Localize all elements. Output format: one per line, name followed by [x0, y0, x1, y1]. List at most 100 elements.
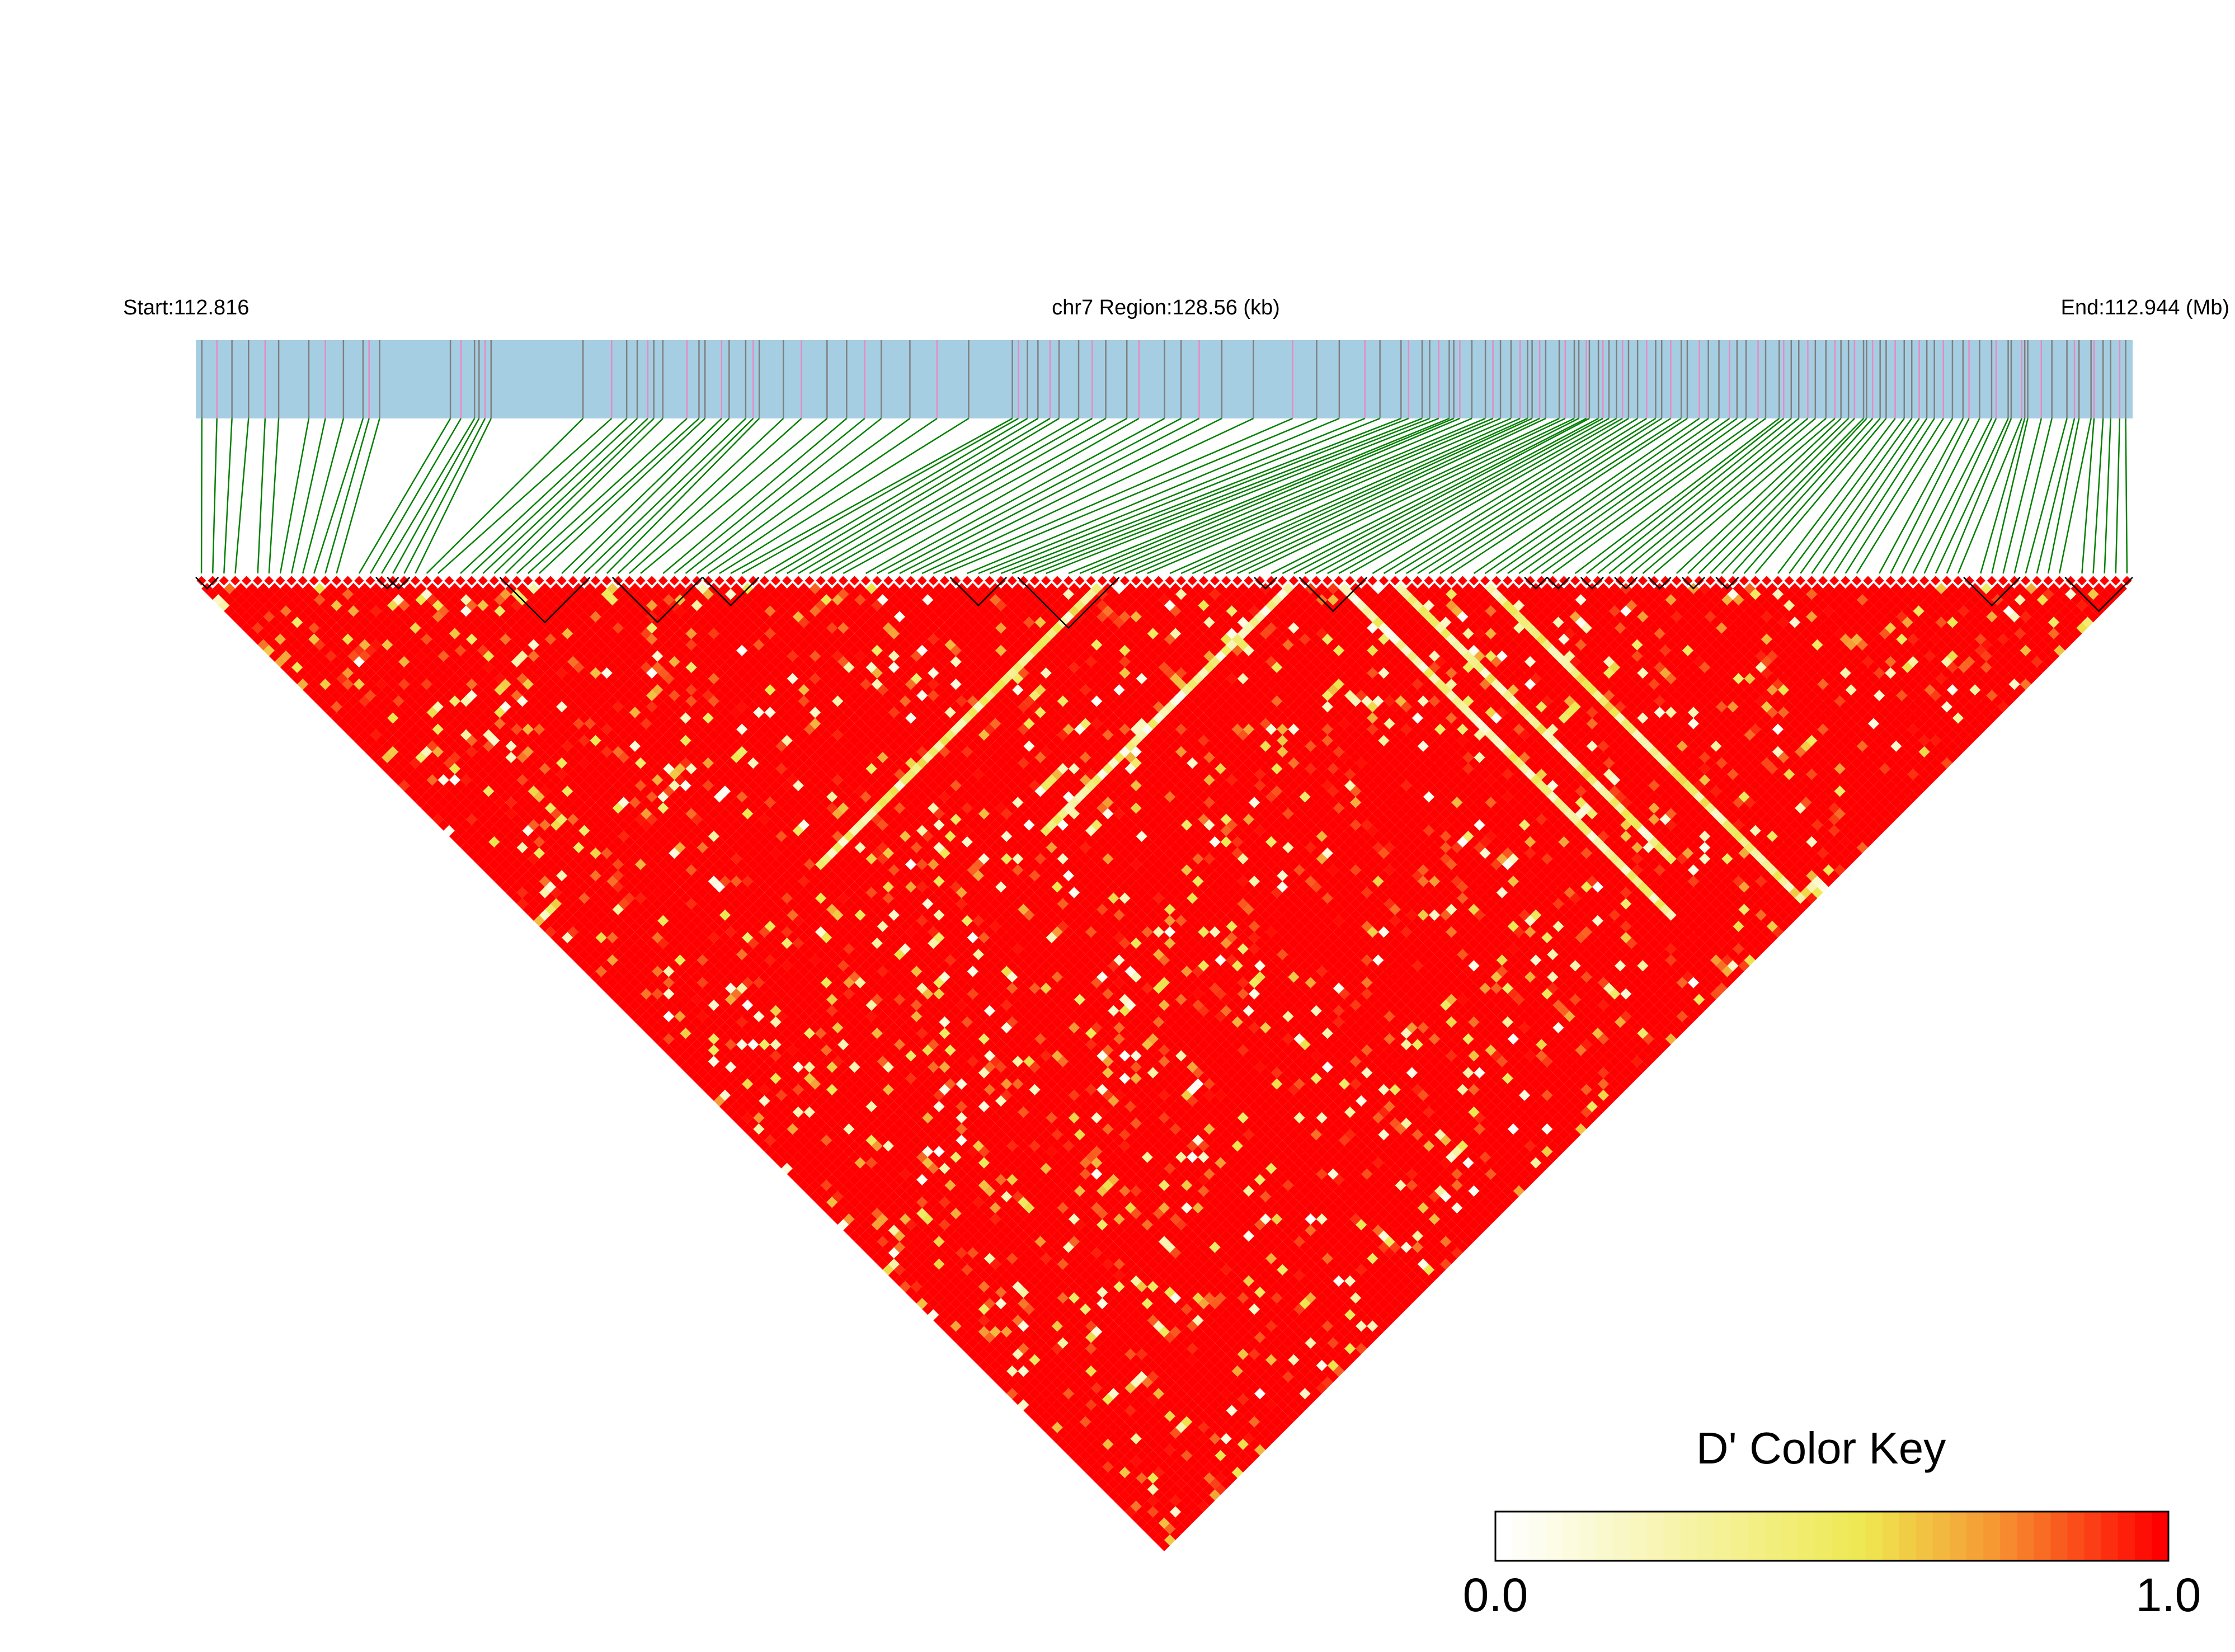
- ld-cell: [1062, 1444, 1074, 1456]
- ld-heatmap: [196, 576, 2132, 1551]
- ld-cell: [353, 735, 365, 746]
- snp-connector: [302, 418, 345, 574]
- snp-connector: [403, 418, 486, 574]
- snp-connector: [899, 417, 1200, 575]
- snp-connector: [1226, 417, 1560, 575]
- snp-connector: [1215, 417, 1546, 575]
- ld-cell: [641, 1010, 652, 1022]
- snp-connector: [798, 417, 1060, 575]
- ld-cell: [291, 661, 303, 674]
- snp-connector: [1192, 417, 1533, 575]
- ld-cell: [882, 1241, 894, 1253]
- snp-connector: [831, 417, 1107, 575]
- snp-connector: [730, 417, 1013, 575]
- ld-cell: [641, 999, 652, 1011]
- snp-connector: [313, 418, 364, 574]
- snp-connector: [471, 418, 638, 574]
- end-label: End:112.944 (Mb): [2061, 296, 2229, 319]
- ld-cell: [882, 1264, 894, 1276]
- ld-cell: [213, 594, 224, 606]
- snp-connector: [561, 418, 722, 574]
- snp-connector: [1732, 418, 1874, 574]
- snp-connector: [1957, 418, 2022, 574]
- snp-connector: [1620, 418, 1809, 574]
- ld-cell: [505, 864, 517, 876]
- snp-connector: [516, 418, 688, 574]
- snp-connector: [1653, 418, 1836, 574]
- snp-connector: [1113, 417, 1486, 575]
- ld-cell: [764, 1146, 776, 1157]
- snp-connector: [2002, 418, 2043, 574]
- ld-cell: [257, 628, 269, 639]
- snp-connector: [1338, 417, 1617, 575]
- ld-cell: [944, 1326, 956, 1338]
- snp-connector: [223, 418, 233, 574]
- snp-connector: [1282, 417, 1587, 575]
- snp-connector: [290, 418, 326, 574]
- ld-cell: [702, 1084, 714, 1095]
- snp-connector: [1169, 417, 1521, 575]
- ld-cell: [224, 605, 236, 617]
- snp-connector: [572, 418, 730, 574]
- snp-connector: [787, 417, 1051, 575]
- snp-connector: [2036, 418, 2076, 574]
- snp-connector: [2104, 418, 2111, 574]
- ld-cell: [1124, 1506, 1136, 1518]
- snp-connector: [1698, 418, 1855, 574]
- snp-connector: [200, 418, 203, 574]
- ld-cell: [764, 1123, 776, 1135]
- ld-cell: [533, 892, 545, 904]
- snp-connector: [1034, 417, 1430, 575]
- snp-connector: [764, 417, 1028, 575]
- snp-connector: [279, 418, 310, 574]
- start-label: Start:112.816: [123, 296, 249, 319]
- snp-connector: [1710, 418, 1864, 574]
- snp-ticks: [201, 340, 2126, 418]
- snp-connector: [1800, 418, 1913, 574]
- ld-cell: [325, 707, 337, 718]
- snp-connector: [257, 418, 266, 574]
- snp-connector: [1000, 417, 1401, 575]
- snp-connector: [1102, 417, 1472, 575]
- snp-connector: [1901, 418, 1980, 574]
- snp-connector: [234, 418, 250, 574]
- snp-connector: [584, 418, 746, 574]
- ld-cell: [702, 1072, 714, 1084]
- snp-connector: [1687, 418, 1849, 574]
- snp-connector: [1923, 418, 1997, 574]
- snp-connector: [1721, 418, 1867, 574]
- snp-connector: [392, 418, 480, 574]
- ld-cell: [578, 949, 590, 961]
- snp-connector: [1203, 417, 1540, 575]
- ld-cell: [241, 611, 252, 623]
- snp-connector: [708, 417, 938, 575]
- ld-cell: [1006, 1388, 1018, 1400]
- ld-cell: [821, 1190, 832, 1203]
- snp-connector: [865, 417, 1140, 575]
- snp-connector: [1180, 417, 1528, 575]
- snp-connector: [1552, 417, 1766, 575]
- snp-connector: [426, 418, 584, 574]
- ld-cell: [415, 774, 427, 786]
- snp-connector: [324, 418, 370, 574]
- snp-connector: [460, 418, 628, 574]
- ld-cell: [882, 1253, 894, 1264]
- snp-connector: [685, 418, 882, 574]
- ld-cell: [353, 712, 365, 724]
- snp-connector: [2013, 418, 2053, 574]
- ld-cell: [241, 600, 252, 611]
- ld-cell: [821, 1179, 832, 1191]
- ld-cell: [533, 903, 545, 915]
- snp-connector: [2115, 418, 2121, 574]
- snp-connector: [505, 418, 664, 574]
- snp-connector: [268, 418, 280, 574]
- snp-connector: [1777, 418, 1896, 574]
- ld-cell: [269, 628, 280, 639]
- region-label: chr7 Region:128.56 (kb): [1052, 296, 1280, 319]
- snp-connector: [482, 418, 648, 574]
- snp-connector: [437, 418, 613, 574]
- snp-connector: [211, 418, 218, 574]
- snp-connector: [967, 417, 1340, 575]
- snp-connector: [1507, 417, 1730, 575]
- ld-cell: [241, 622, 252, 634]
